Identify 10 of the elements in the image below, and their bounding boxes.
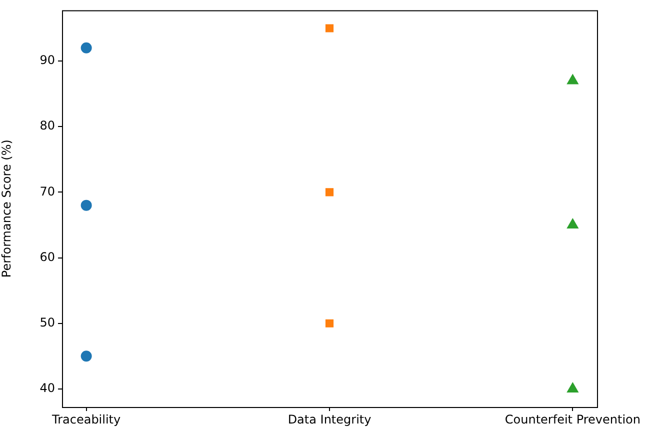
y-tick-label: 70 [40, 184, 55, 198]
y-tick-label: 40 [40, 381, 55, 396]
y-tick-label: 80 [40, 118, 55, 133]
y-axis-title: Performance Score (%) [0, 140, 14, 278]
x-tick-label: Data Integrity [288, 412, 372, 426]
x-tick-label: Traceability [51, 412, 121, 426]
y-tick-label: 50 [40, 316, 55, 330]
x-tick-label: Counterfeit Prevention [504, 412, 640, 426]
y-tick-label: 60 [40, 250, 55, 264]
y-tick-label: 90 [40, 53, 55, 68]
